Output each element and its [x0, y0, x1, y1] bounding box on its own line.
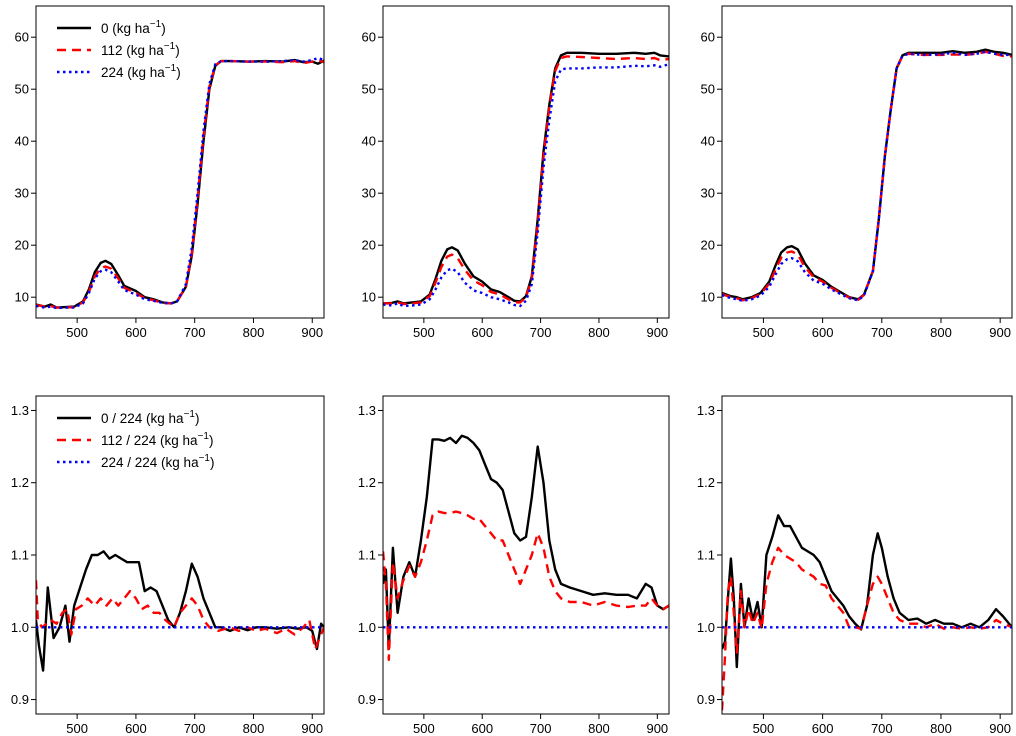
x-tick-label: 600 — [125, 325, 147, 340]
x-tick-label: 500 — [413, 325, 435, 340]
panel-top-right: 500 600 700 800 900 10 20 30 40 50 60 — [701, 5, 1013, 340]
x-tick-label: 900 — [646, 721, 668, 736]
y-tick-label: 30 — [701, 186, 715, 201]
x-tick-label: 800 — [930, 721, 952, 736]
panel-top-left: 500 600 700 800 900 10 20 30 40 50 60 0 (kg ha−1) 11… — [15, 5, 325, 340]
plot-frame — [721, 5, 1013, 319]
y-tick-label: 1.0 — [697, 620, 715, 635]
legend-label: 224 / 224 (kg ha−1) — [101, 453, 214, 470]
y-tick-label: 1.1 — [697, 548, 715, 563]
x-tick-label: 700 — [530, 721, 552, 736]
x-tick-label: 600 — [812, 721, 834, 736]
x-tick-label: 500 — [753, 325, 775, 340]
series-line-dotted — [36, 56, 324, 310]
y-tick-label: 0.9 — [11, 692, 29, 707]
y-tick-label: 40 — [15, 134, 29, 149]
y-tick-label: 10 — [701, 290, 715, 305]
legend: 0 / 224 (kg ha−1) 112 / 224 (kg ha−1) 224 … — [57, 409, 214, 470]
x-tick-label: 700 — [871, 325, 893, 340]
y-tick-label: 1.2 — [358, 475, 376, 490]
x-tick-label: 600 — [125, 721, 147, 736]
series-line-solid — [36, 550, 324, 672]
x-tick-label: 600 — [471, 325, 493, 340]
y-tick-label: 1.0 — [11, 620, 29, 635]
x-tick-label: 800 — [588, 721, 610, 736]
series-line-dashed — [722, 546, 1012, 711]
legend-label: 112 (kg ha−1) — [101, 41, 180, 58]
x-tick-label: 500 — [413, 721, 435, 736]
y-tick-label: 60 — [362, 30, 376, 45]
series-line-dotted — [722, 50, 1012, 302]
x-tick-label: 800 — [243, 325, 265, 340]
y-tick-label: 50 — [15, 82, 29, 97]
x-tick-label: 600 — [471, 721, 493, 736]
x-tick-label: 800 — [930, 325, 952, 340]
y-tick-label: 40 — [701, 134, 715, 149]
y-tick-label: 20 — [701, 238, 715, 253]
y-tick-label: 20 — [15, 238, 29, 253]
y-tick-label: 0.9 — [358, 692, 376, 707]
series-line-dashed — [722, 50, 1012, 302]
y-tick-label: 30 — [362, 186, 376, 201]
y-tick-label: 50 — [362, 82, 376, 97]
y-tick-label: 1.2 — [697, 475, 715, 490]
x-tick-label: 500 — [66, 325, 88, 340]
x-tick-label: 500 — [66, 721, 88, 736]
x-tick-label: 900 — [301, 721, 323, 736]
legend-label: 112 / 224 (kg ha−1) — [101, 431, 213, 448]
panel-top-middle: 500 600 700 800 900 10 20 30 40 50 60 — [362, 5, 670, 340]
panel-bottom-right: 500 600 700 800 900 0.9 1.0 1.1 1.2 1.3 — [697, 395, 1013, 736]
panel-bottom-left: 500 600 700 800 900 0.9 1.0 1.1 1.2 1.3 0 / 224 (k… — [11, 395, 325, 736]
x-tick-label: 600 — [812, 325, 834, 340]
y-tick-label: 1.3 — [697, 403, 715, 418]
x-tick-label: 900 — [989, 721, 1011, 736]
series-line-solid — [722, 48, 1012, 301]
panel-bottom-middle: 500 600 700 800 900 0.9 1.0 1.1 1.2 1.3 — [358, 395, 670, 736]
y-tick-label: 1.0 — [358, 620, 376, 635]
y-tick-label: 0.9 — [697, 692, 715, 707]
y-tick-label: 1.1 — [11, 548, 29, 563]
x-tick-label: 500 — [753, 721, 775, 736]
x-tick-label: 700 — [184, 721, 206, 736]
legend-label: 0 / 224 (kg ha−1) — [101, 409, 199, 426]
legend-label: 0 (kg ha−1) — [101, 19, 166, 36]
series-line-dashed — [36, 58, 324, 309]
y-tick-label: 20 — [362, 238, 376, 253]
x-tick-label: 700 — [871, 721, 893, 736]
legend: 0 (kg ha−1) 112 (kg ha−1) 224 (kg ha−1) — [57, 19, 181, 80]
series-line-dashed — [36, 580, 324, 651]
x-tick-label: 900 — [989, 325, 1011, 340]
y-tick-label: 50 — [701, 82, 715, 97]
y-tick-label: 1.3 — [11, 403, 29, 418]
plot-frame — [382, 5, 670, 319]
y-tick-label: 40 — [362, 134, 376, 149]
plot-frame — [35, 5, 325, 319]
y-tick-label: 1.1 — [358, 548, 376, 563]
series-line-dotted — [383, 63, 669, 308]
series-line-solid — [383, 51, 669, 305]
plot-frame — [382, 395, 670, 715]
x-tick-label: 700 — [530, 325, 552, 340]
x-tick-label: 800 — [243, 721, 265, 736]
series-line-solid — [36, 58, 324, 309]
y-tick-label: 10 — [15, 290, 29, 305]
series-line-dashed — [383, 55, 669, 306]
x-tick-label: 800 — [588, 325, 610, 340]
x-tick-label: 900 — [301, 325, 323, 340]
x-tick-label: 900 — [646, 325, 668, 340]
y-tick-label: 10 — [362, 290, 376, 305]
y-tick-label: 60 — [701, 30, 715, 45]
y-tick-label: 60 — [15, 30, 29, 45]
series-line-solid — [722, 514, 1012, 669]
legend-label: 224 (kg ha−1) — [101, 63, 181, 80]
y-tick-label: 1.3 — [358, 403, 376, 418]
series-line-dashed — [383, 510, 669, 661]
x-tick-label: 700 — [184, 325, 206, 340]
y-tick-label: 1.2 — [11, 475, 29, 490]
series-line-solid — [383, 434, 669, 651]
y-tick-label: 30 — [15, 186, 29, 201]
